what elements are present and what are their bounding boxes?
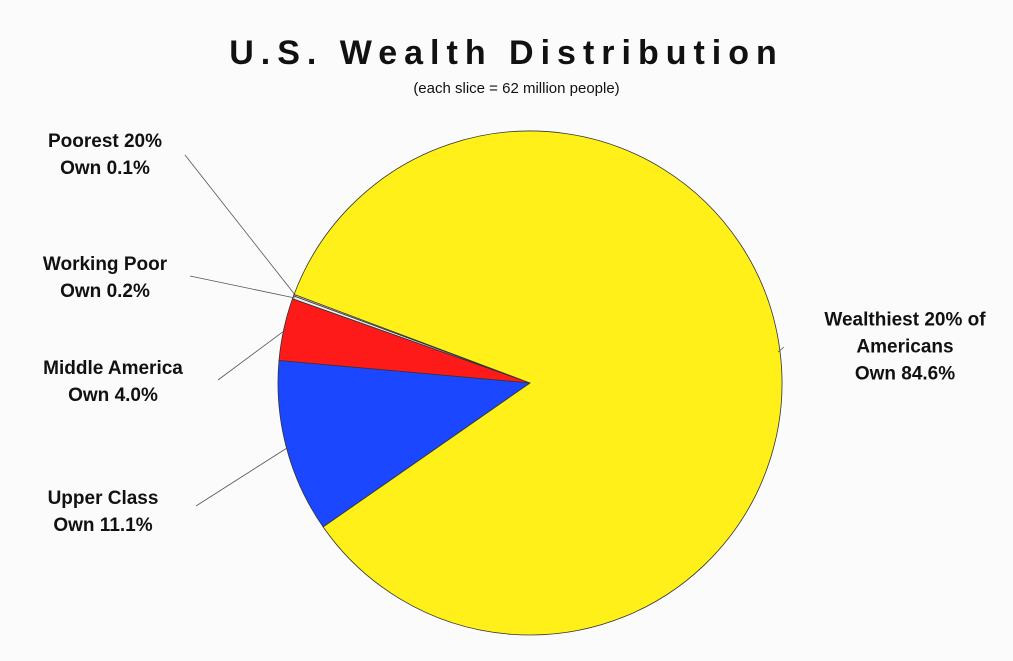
- pie-slice: [277, 360, 532, 528]
- leader-line: [184, 154, 297, 297]
- value-label: Own 4.0%: [68, 385, 158, 406]
- slice-label: Wealthiest 20% of Americans Own 84.6%: [823, 307, 988, 388]
- chart-title: U.S. Wealth Distribution: [229, 34, 784, 72]
- pie-slice: [293, 130, 783, 636]
- value-label: Own 84.6%: [854, 363, 956, 385]
- chart-subtitle: (each slice = 62 million people): [413, 80, 620, 97]
- leader-line: [195, 446, 289, 507]
- value-label: Own 11.1%: [53, 515, 153, 536]
- leader-line: [189, 275, 295, 299]
- value-label: Own 0.1%: [60, 158, 150, 179]
- slice-label: Middle America Own 4.0%: [8, 355, 218, 409]
- slice-label: Poorest 20% Own 0.1%: [5, 128, 205, 182]
- category: Middle America: [43, 358, 183, 379]
- category: Upper Class: [47, 488, 159, 509]
- slice-label: Upper Class Own 11.1%: [3, 485, 203, 539]
- leader-line: [217, 329, 286, 381]
- category: Wealthiest 20% of Americans: [824, 309, 986, 358]
- leader-line: [777, 346, 785, 353]
- category: Poorest 20%: [47, 131, 163, 152]
- value-label: Own 0.2%: [60, 281, 150, 302]
- category: Working Poor: [42, 254, 168, 275]
- slice-label: Working Poor Own 0.2%: [5, 251, 205, 305]
